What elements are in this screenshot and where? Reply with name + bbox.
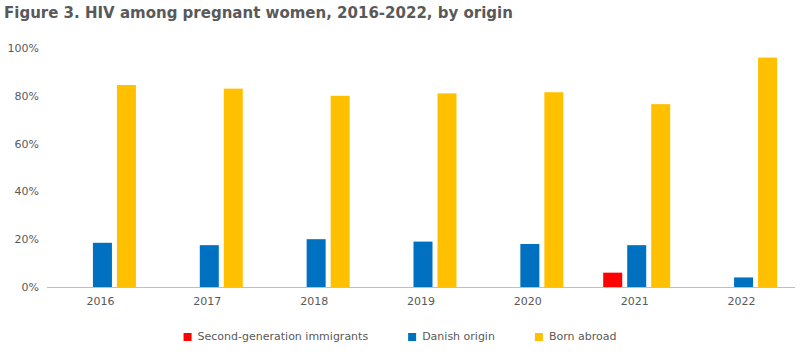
bar	[544, 92, 563, 287]
y-tick-label: 60%	[15, 138, 39, 151]
bar	[414, 242, 433, 287]
legend-label: Second-generation immigrants	[198, 330, 369, 343]
legend-label: Danish origin	[422, 330, 495, 343]
y-tick-label: 0%	[22, 281, 39, 294]
bar	[651, 104, 670, 287]
bar	[117, 85, 136, 287]
y-tick-label: 80%	[15, 90, 39, 103]
x-axis-line	[47, 287, 795, 288]
bar	[603, 273, 622, 287]
x-tick-label: 2021	[621, 295, 649, 308]
bar	[627, 245, 646, 287]
x-tick-label: 2017	[193, 295, 221, 308]
legend-swatch	[408, 333, 416, 341]
chart: Figure 3. HIV among pregnant women, 2016…	[0, 0, 800, 354]
y-tick-label: 100%	[8, 42, 39, 55]
legend-swatch	[535, 333, 543, 341]
legend: Second-generation immigrants Danish origi…	[184, 330, 617, 343]
legend-swatch	[184, 333, 192, 341]
x-tick-label: 2020	[514, 295, 542, 308]
bars	[93, 58, 777, 287]
bar	[438, 93, 457, 287]
title: Figure 3. HIV among pregnant women, 2016…	[4, 4, 513, 22]
x-tick-label: 2018	[300, 295, 328, 308]
y-tick-label: 20%	[15, 233, 39, 246]
bar	[520, 244, 539, 287]
bar	[734, 277, 753, 287]
bar	[200, 245, 219, 287]
legend-label: Born abroad	[549, 330, 617, 343]
bar	[93, 243, 112, 287]
bar	[758, 58, 777, 287]
x-tick-label: 2019	[407, 295, 435, 308]
bar	[331, 96, 350, 287]
bar	[307, 239, 326, 287]
x-tick-label: 2016	[86, 295, 114, 308]
bar	[224, 89, 243, 287]
x-tick-label: 2022	[728, 295, 756, 308]
y-tick-label: 40%	[15, 185, 39, 198]
